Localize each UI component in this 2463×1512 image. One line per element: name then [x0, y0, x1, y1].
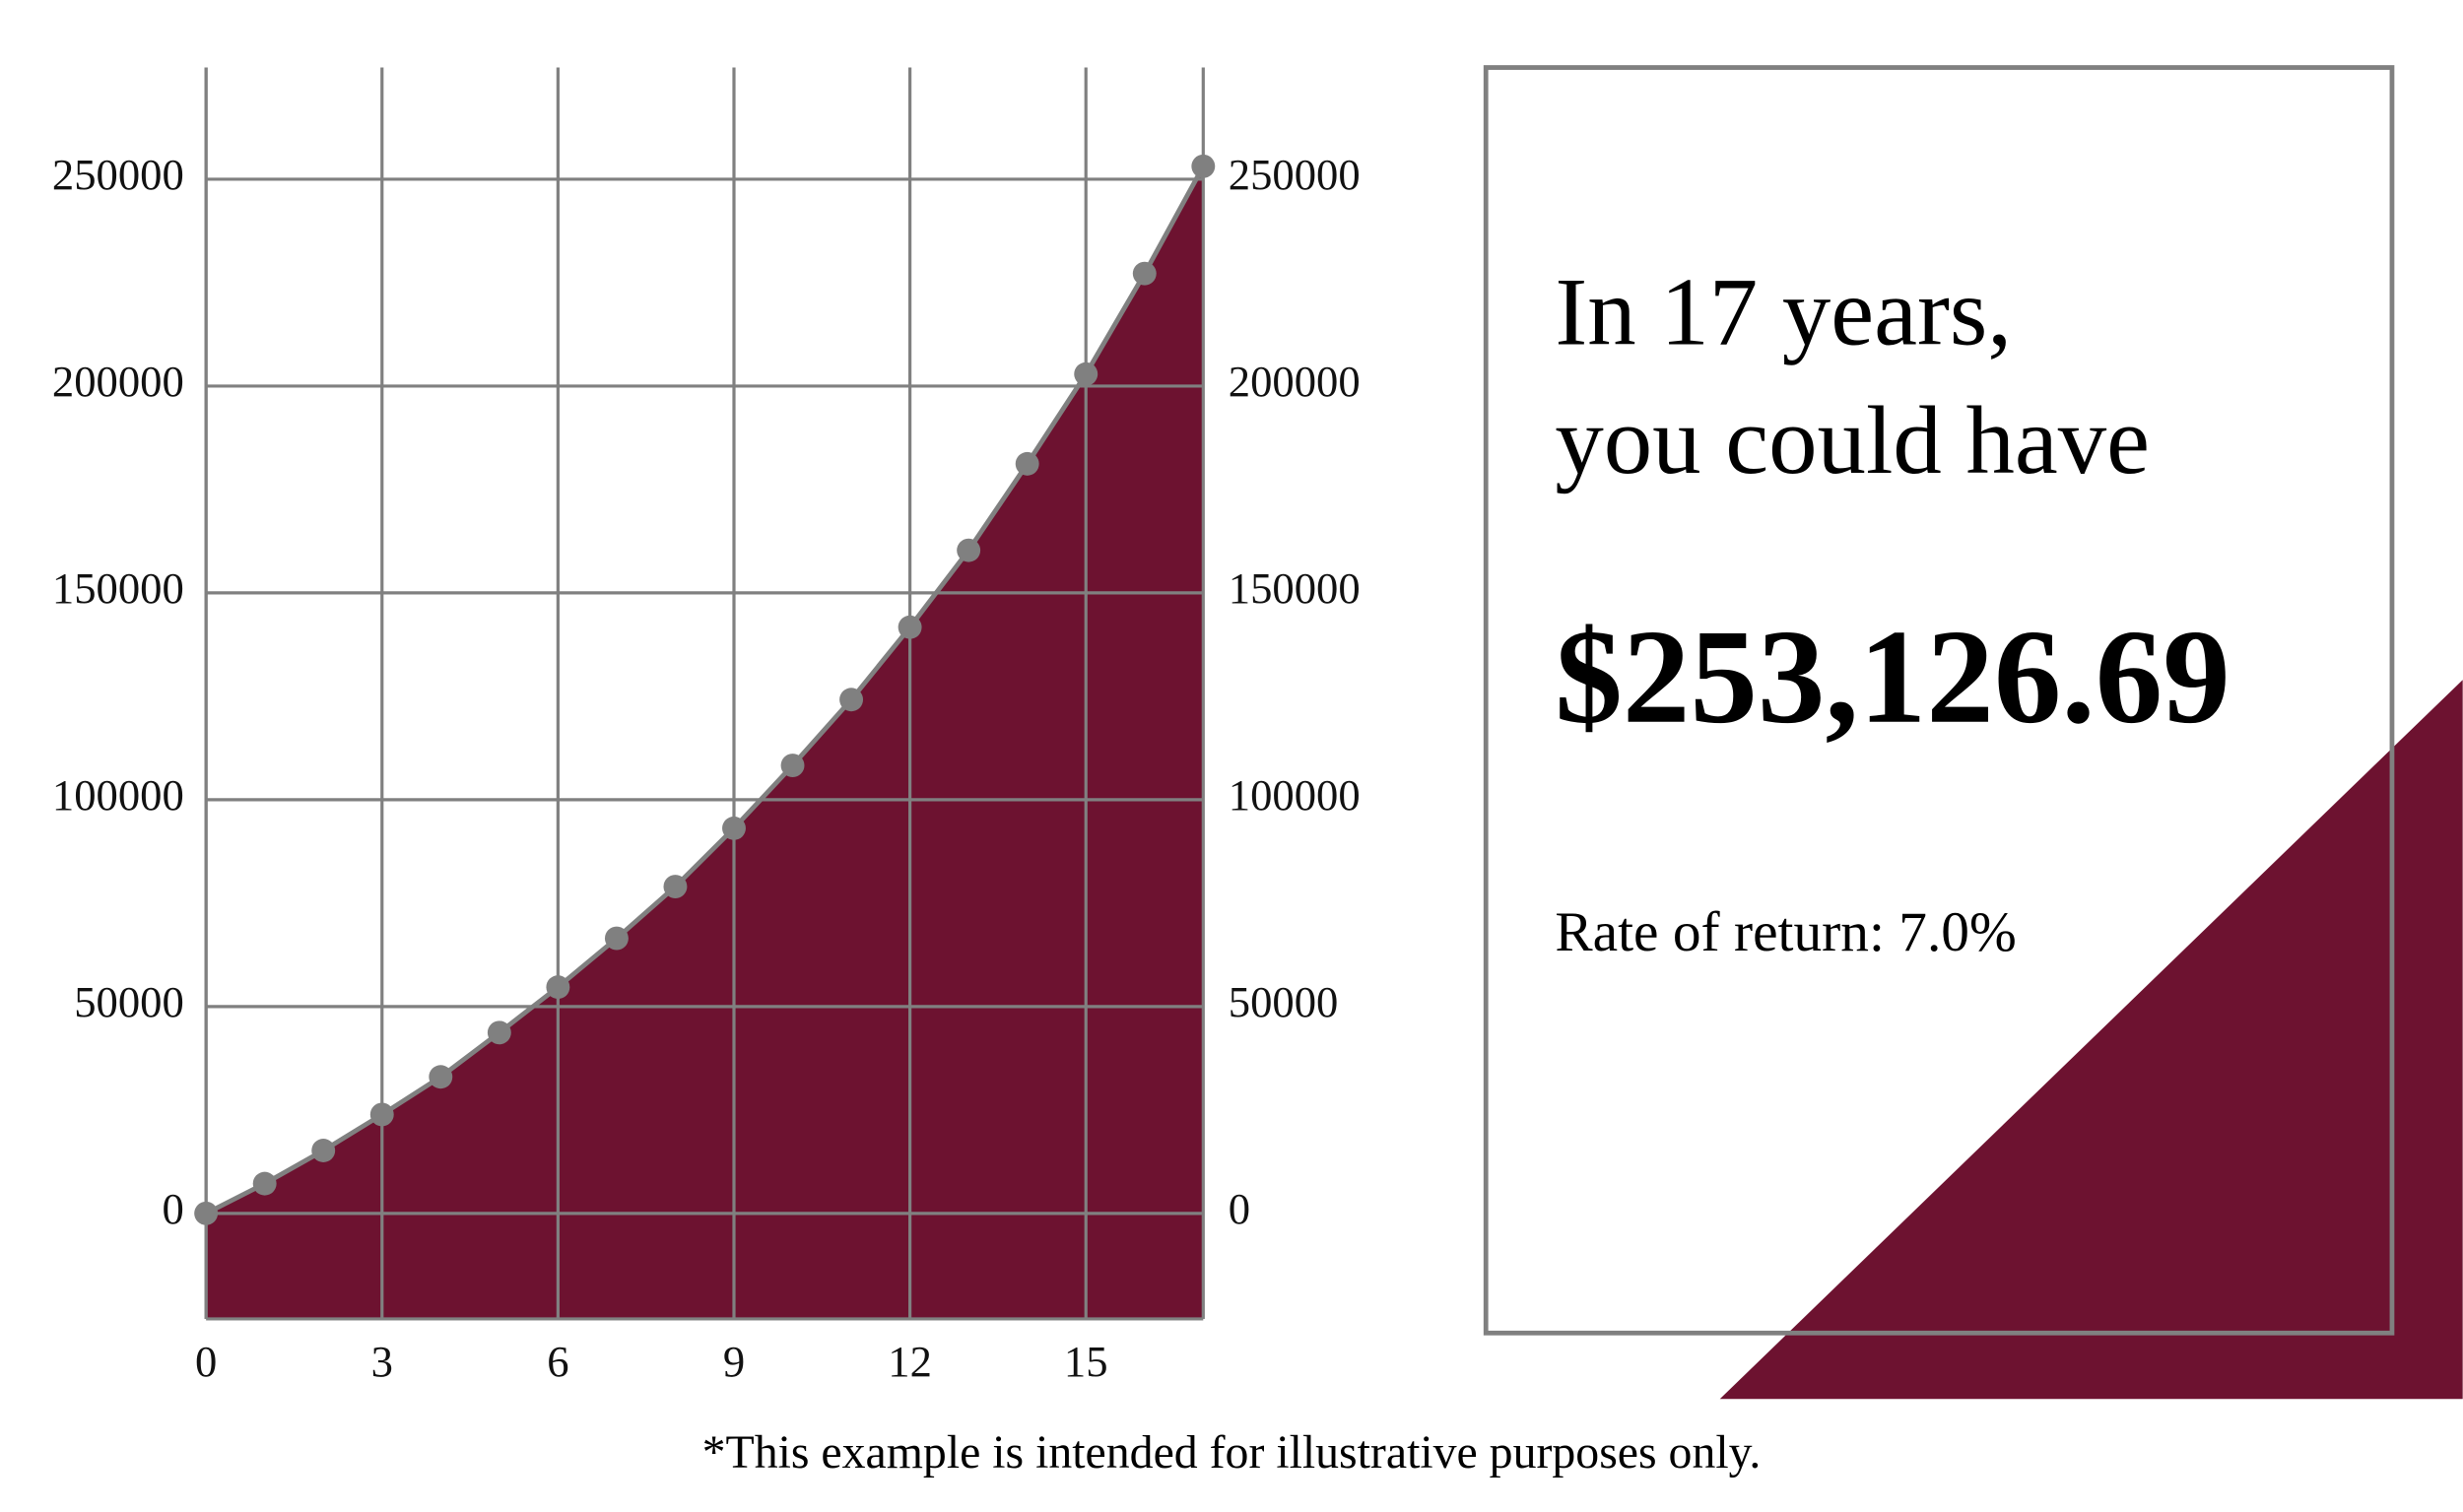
point: [604, 926, 629, 951]
point: [546, 975, 570, 1000]
y-tick-label: 0: [163, 1184, 184, 1233]
point: [957, 538, 981, 562]
area: [206, 165, 1204, 1319]
point: [898, 615, 922, 639]
point: [487, 1020, 511, 1045]
x-tick-label: 3: [371, 1337, 393, 1386]
panel-heading: you could have: [1555, 387, 2150, 494]
plot-area: 0 0 50000 50000 100000 100000 150000 150000 2000…: [52, 67, 1361, 1386]
point: [839, 688, 864, 712]
point: [369, 1102, 394, 1127]
y-tick-label: 250000: [52, 150, 184, 199]
y2-tick-label: 100000: [1229, 770, 1361, 820]
y-tick-label: 200000: [52, 357, 184, 406]
panel-heading: In 17 years,: [1555, 258, 2012, 365]
point: [1074, 362, 1098, 386]
x-tick-label: 9: [723, 1337, 745, 1386]
footnote: *This example is intended for illustrati…: [702, 1426, 1762, 1479]
panel-rate: Rate of return: 7.0%: [1555, 901, 2016, 963]
y2-tick-label: 150000: [1229, 563, 1361, 613]
point: [780, 754, 805, 777]
point: [1191, 154, 1216, 178]
point: [1015, 451, 1039, 476]
x-tick-label: 15: [1064, 1337, 1108, 1386]
point: [252, 1171, 277, 1196]
point: [722, 816, 746, 840]
x-tick-label: 0: [195, 1337, 217, 1386]
point: [663, 875, 688, 899]
point: [311, 1139, 336, 1162]
y2-tick-label: 250000: [1229, 150, 1361, 199]
decor-triangle: [1719, 680, 2463, 1400]
panel-amount: $253,126.69: [1555, 602, 2230, 752]
y2-tick-label: 50000: [1229, 977, 1339, 1026]
y-tick-label: 100000: [52, 770, 184, 820]
result-panel: [1483, 65, 2395, 1336]
point: [429, 1065, 453, 1089]
x-tick-label: 6: [547, 1337, 568, 1386]
y2-tick-label: 0: [1229, 1184, 1250, 1233]
y-tick-label: 150000: [52, 563, 184, 613]
point: [1132, 261, 1157, 286]
x-tick-label: 12: [888, 1337, 932, 1386]
point: [194, 1201, 219, 1225]
y2-tick-label: 200000: [1229, 357, 1361, 406]
y-tick-label: 50000: [74, 977, 184, 1026]
